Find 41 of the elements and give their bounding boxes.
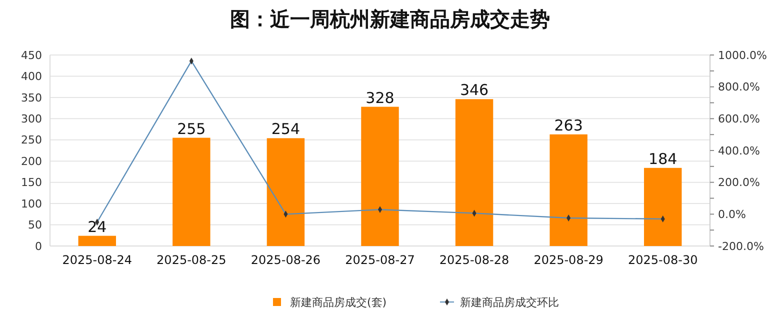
bar: [644, 168, 682, 246]
x-tick-label: 2025-08-28: [439, 253, 510, 267]
data-label: 24: [88, 218, 107, 236]
y-tick-label: 0: [35, 240, 42, 253]
y-tick-label: 150: [21, 176, 42, 190]
data-label: 328: [366, 88, 394, 107]
y2-tick-label: 400.0%: [718, 144, 760, 158]
y-tick-label: 350: [21, 91, 42, 104]
x-tick-label: 2025-08-26: [250, 253, 321, 267]
data-label: 184: [648, 150, 678, 168]
chart-title: 图：近一周杭州新建商品房成交走势: [230, 7, 550, 31]
y2-tick-label: 800.0%: [718, 80, 760, 94]
x-tick-label: 2025-08-30: [628, 253, 698, 267]
data-label: 254: [271, 120, 300, 138]
y-tick-label: 200: [21, 154, 42, 168]
bar: [78, 236, 116, 246]
legend-label: 新建商品房成交环比: [460, 296, 559, 309]
bar: [172, 138, 210, 246]
bar: [550, 134, 588, 246]
data-label: 263: [554, 116, 583, 134]
data-label: 346: [460, 81, 489, 100]
y-tick-label: 400: [21, 70, 42, 84]
y2-tick-label: 200.0%: [718, 176, 760, 190]
y-tick-label: 450: [21, 48, 42, 62]
legend-label: 新建商品房成交(套): [290, 296, 387, 309]
x-tick-label: 2025-08-25: [156, 253, 226, 267]
bar: [361, 106, 399, 246]
y2-tick-label: 600.0%: [718, 112, 760, 126]
data-label: 255: [177, 120, 206, 138]
x-tick-label: 2025-08-29: [534, 253, 604, 267]
y-tick-label: 50: [28, 218, 42, 232]
bar: [266, 138, 305, 246]
x-tick-label: 2025-08-24: [62, 253, 132, 267]
y-tick-label: 250: [21, 134, 42, 147]
bar: [455, 99, 494, 246]
y2-tick-label: 1000.0%: [718, 48, 767, 62]
y2-tick-label: -200.0%: [718, 240, 764, 253]
x-tick-label: 2025-08-27: [345, 253, 415, 267]
y-tick-label: 100: [21, 197, 42, 210]
y-tick-label: 300: [21, 112, 42, 126]
y2-tick-label: 0.0%: [718, 208, 746, 222]
